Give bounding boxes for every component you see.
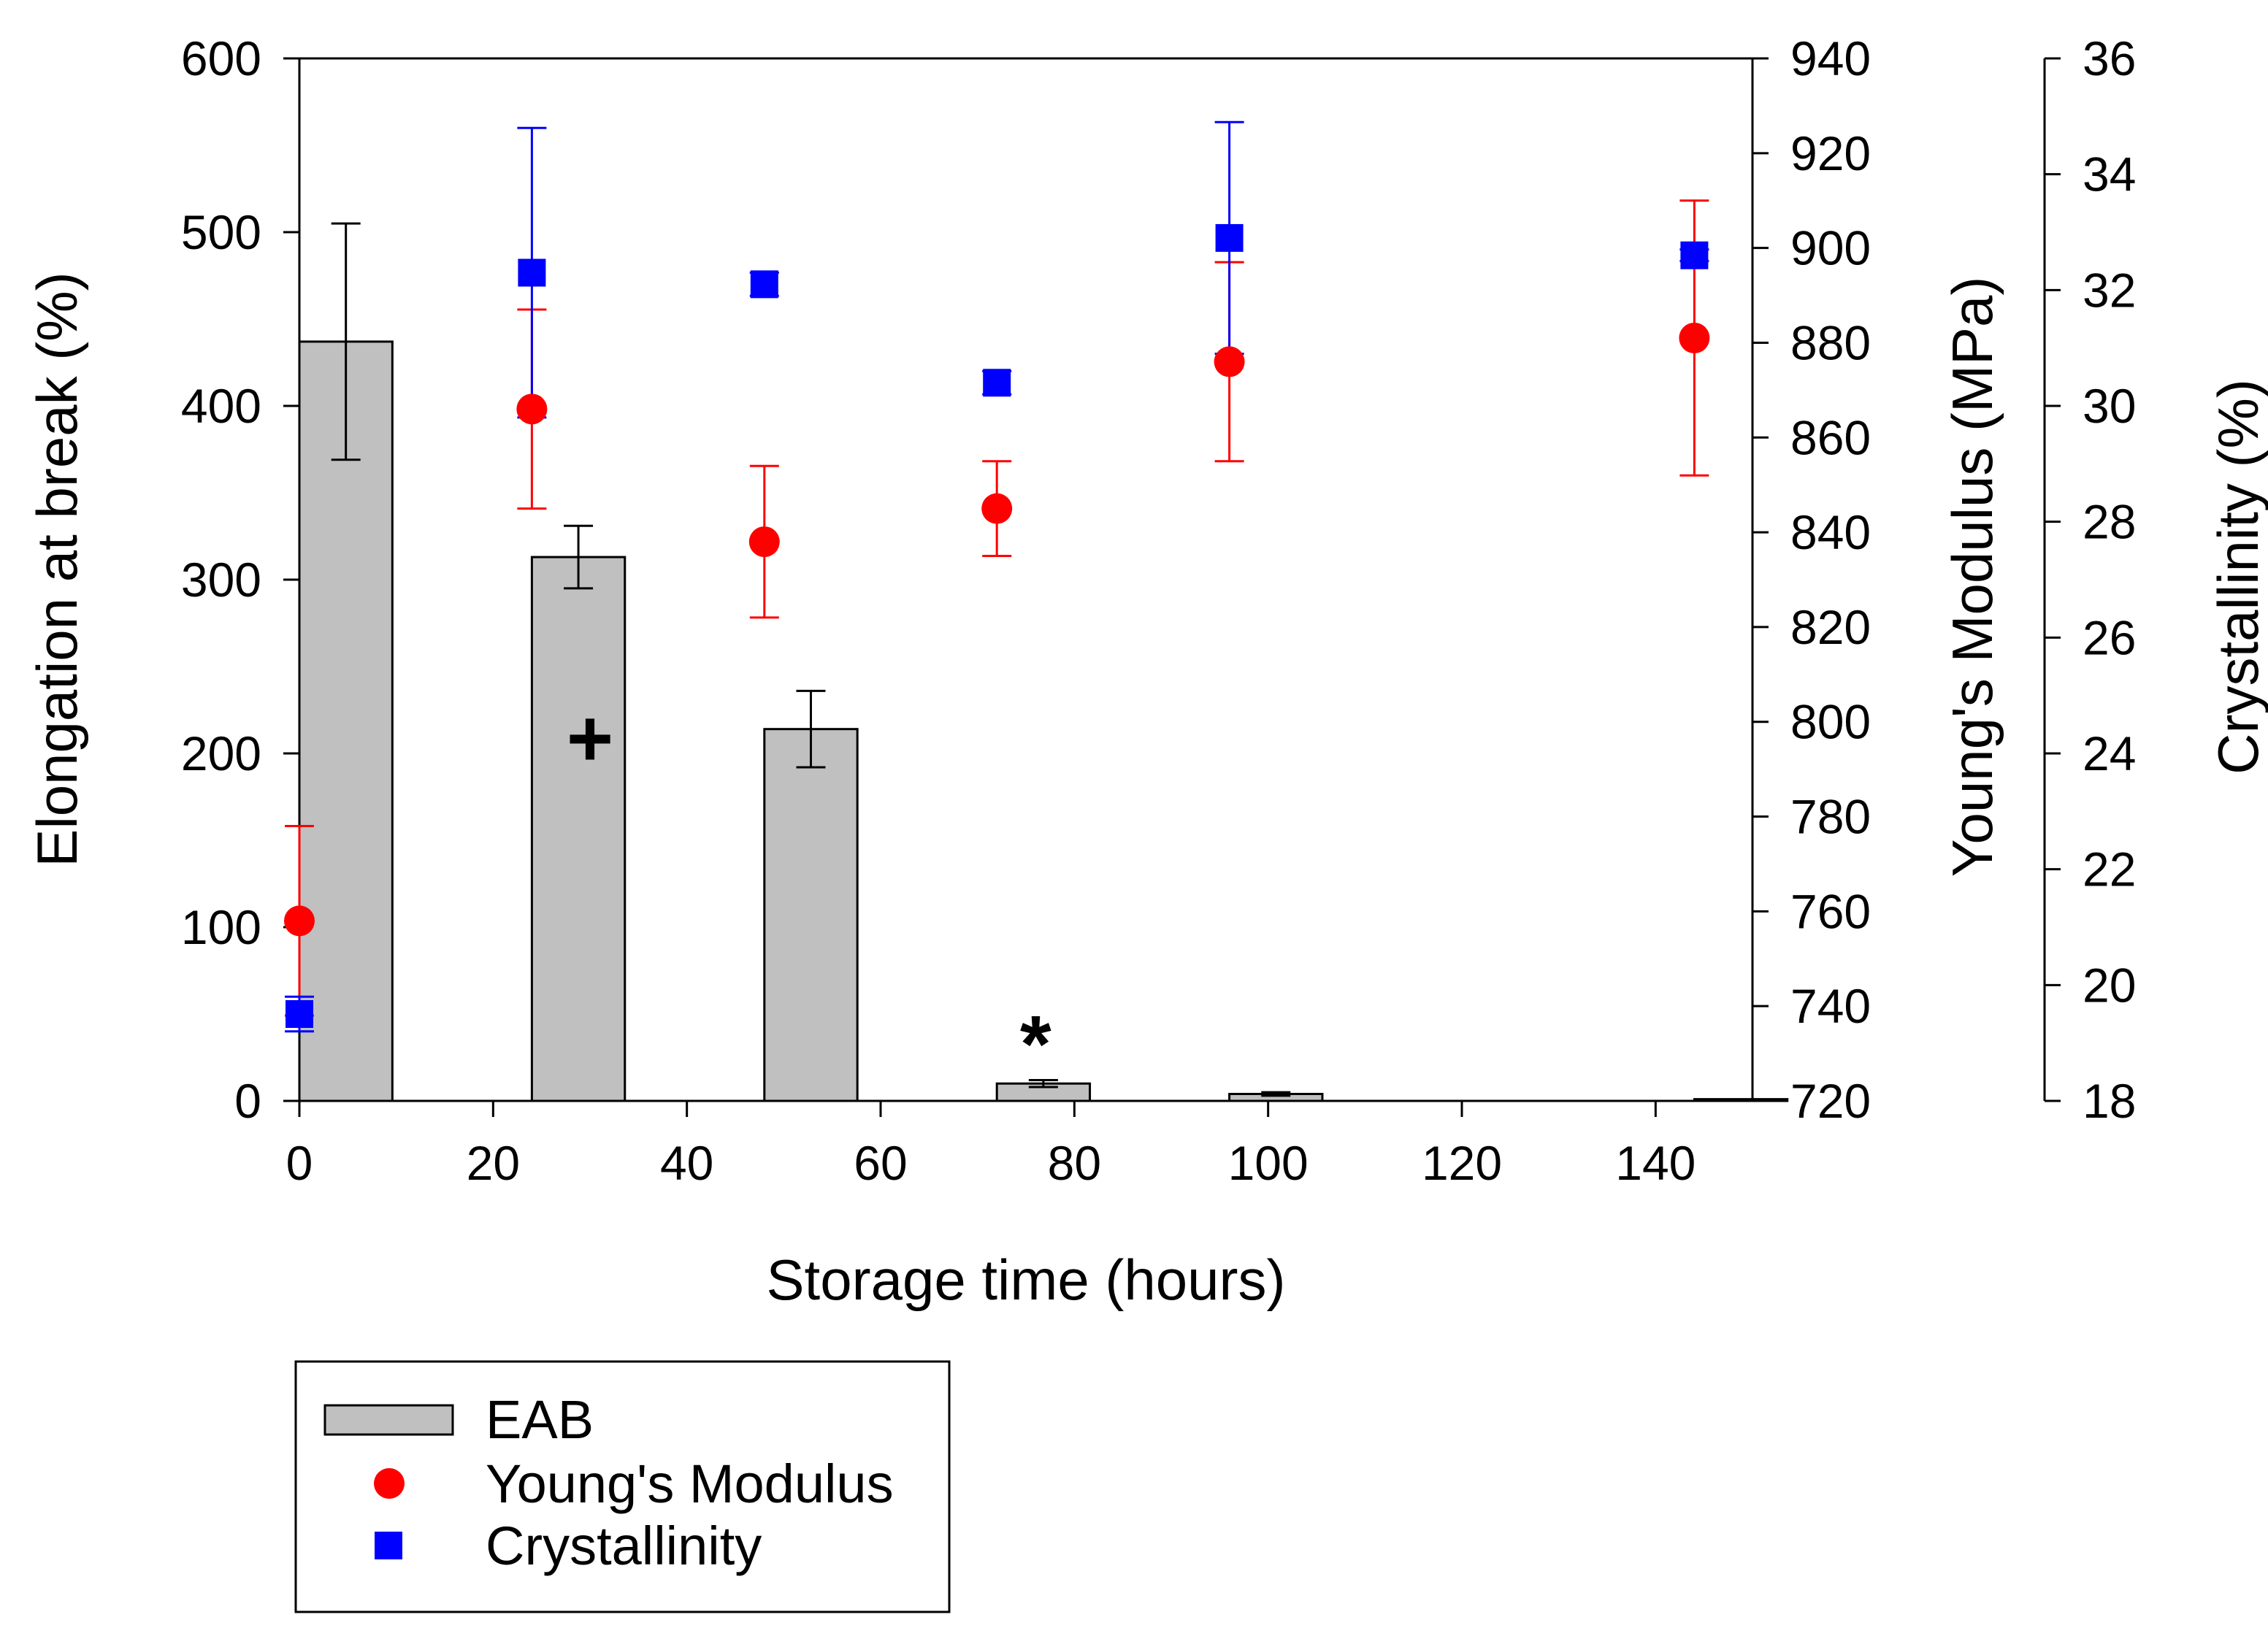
legend-marker-crystallinity (375, 1532, 402, 1559)
legend-swatch-eab (323, 1404, 454, 1436)
right2-tick-label: 30 (2083, 379, 2136, 433)
crystallinity-point (983, 369, 1011, 397)
right-tick-label: 860 (1790, 410, 1871, 464)
x-tick-label: 100 (1228, 1136, 1309, 1190)
eab-bar (763, 728, 859, 1102)
eab-bar (530, 556, 627, 1102)
x-tick-label: 40 (660, 1136, 713, 1190)
left-tick-label: 600 (181, 31, 261, 85)
legend-marker-youngs-modulus (374, 1468, 405, 1499)
legend: EAB Young's Modulus Crystallinity (294, 1360, 951, 1613)
plot-frame (298, 57, 1754, 1102)
left-tick-label: 300 (181, 553, 261, 607)
right2-tick-label: 20 (2083, 958, 2136, 1012)
crystallinity-point (1215, 223, 1244, 252)
legend-label-eab: EAB (486, 1389, 594, 1450)
left-tick-label: 100 (181, 900, 261, 954)
youngs-modulus-point (1214, 346, 1245, 377)
right-tick-label: 940 (1790, 31, 1871, 85)
youngs-modulus-point (284, 905, 315, 937)
youngs-modulus-point (748, 526, 780, 558)
crystallinity-point (518, 258, 546, 287)
right-axis-title: Young's Modulus (MPa) (1940, 277, 2004, 878)
crystallinity-point (286, 1000, 313, 1028)
x-tick-label: 60 (854, 1136, 907, 1190)
left-tick-label: 500 (181, 205, 261, 259)
right2-axis-title: Crystallinity (%) (2206, 379, 2268, 775)
right-tick-label: 840 (1790, 505, 1871, 559)
right2-tick-label: 22 (2083, 842, 2136, 896)
right2-tick-label: 32 (2083, 263, 2136, 317)
x-tick-label: 80 (1048, 1136, 1101, 1190)
left-tick-label: 400 (181, 379, 261, 433)
right-tick-label: 820 (1790, 600, 1871, 654)
legend-frame (294, 1360, 951, 1613)
x-tick-label: 0 (286, 1136, 313, 1190)
right-tick-label: 920 (1790, 126, 1871, 180)
right2-tick-label: 26 (2083, 610, 2136, 664)
error-bars (285, 120, 1709, 1097)
crystallinity-point (1680, 241, 1709, 269)
annotations: +* (567, 694, 1051, 1089)
right-tick-label: 780 (1790, 790, 1871, 844)
right2-tick-label: 18 (2083, 1074, 2136, 1128)
right-tick-label: 720 (1790, 1074, 1871, 1128)
x-axis-title: Storage time (hours) (767, 1248, 1286, 1312)
youngs-modulus-point (981, 493, 1013, 524)
right2-tick-label: 28 (2083, 495, 2136, 549)
right2-tick-label: 24 (2083, 726, 2136, 780)
right-tick-label: 740 (1790, 979, 1871, 1033)
eab-bar (1693, 1098, 1789, 1102)
youngs-modulus-point (1679, 322, 1710, 353)
scatter-points (284, 223, 1710, 1028)
x-tick-label: 140 (1615, 1136, 1696, 1190)
right-tick-label: 880 (1790, 315, 1871, 369)
left-tick-label: 0 (234, 1074, 261, 1128)
left-axis-title: Elongation at break (%) (25, 272, 89, 867)
right-tick-label: 760 (1790, 884, 1871, 938)
axis-ticks: 0 20 40 60 80 100 120 140 0 100 200 300 400 500 600 720… (181, 31, 1871, 1190)
asterisk-annotation: * (1020, 999, 1051, 1089)
crystallinity-axis: 18 20 22 24 26 28 30 32 34 36 (2043, 31, 2136, 1128)
youngs-modulus-point (516, 393, 548, 425)
plus-annotation: + (567, 694, 613, 783)
right-tick-label: 800 (1790, 695, 1871, 749)
x-tick-label: 120 (1422, 1136, 1502, 1190)
left-tick-label: 200 (181, 726, 261, 780)
eab-bar (298, 340, 394, 1102)
eab-bars (298, 340, 1789, 1102)
legend-label-crystallinity: Crystallinity (486, 1516, 762, 1576)
right2-tick-label: 34 (2083, 147, 2136, 201)
crystallinity-point (750, 270, 778, 299)
right2-tick-label: 36 (2083, 31, 2136, 85)
x-tick-label: 20 (467, 1136, 520, 1190)
right-tick-label: 900 (1790, 221, 1871, 275)
legend-label-youngs-modulus: Young's Modulus (486, 1454, 894, 1514)
